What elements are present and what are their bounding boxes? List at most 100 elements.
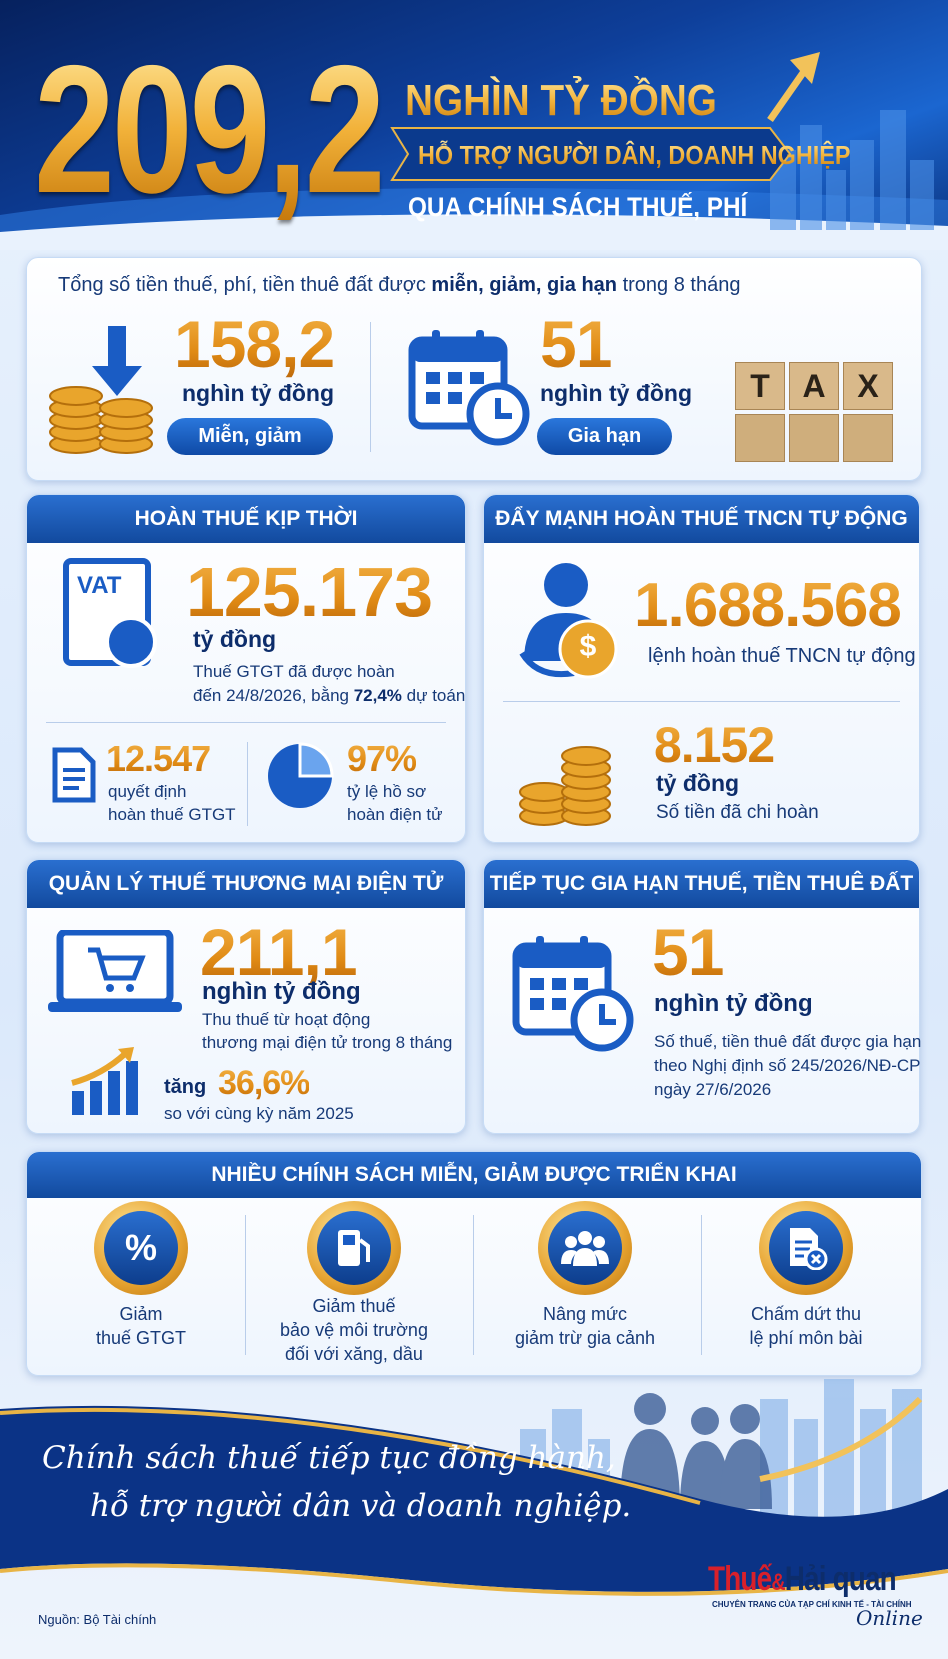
gold-line — [0, 1407, 701, 1505]
fuel-icon — [338, 1230, 370, 1266]
divider — [370, 322, 371, 452]
person-icon — [519, 563, 618, 679]
logo-part: & — [771, 1569, 785, 1596]
desc: theo Nghị định số 245/2026/NĐ-CP — [654, 1056, 921, 1075]
policy-icon — [538, 1201, 632, 1295]
extension-card: TIẾP TỤC GIA HẠN THUẾ, TIỀN THUÊ ĐẤT — [483, 859, 920, 1134]
calendar-icon — [512, 936, 634, 1052]
value: 211,1 — [200, 915, 358, 989]
coins-icon — [519, 746, 611, 826]
header-line2: HỖ TRỢ NGƯỜI DÂN, DOANH NGHIỆP — [418, 140, 851, 170]
desc-bold: 72,4% — [353, 686, 402, 705]
label: tỷ lệ hồ sơ — [347, 782, 427, 801]
line: Nâng mức — [542, 1304, 628, 1324]
footer-decor — [0, 1379, 948, 1596]
label: lệnh hoàn thuế TNCN tự động — [648, 645, 916, 667]
desc: ngày 27/6/2026 — [654, 1080, 772, 1099]
ribbon — [390, 127, 792, 181]
doc-icon — [52, 747, 96, 803]
desc-text: đến 24/8/2026, bằng — [193, 686, 354, 705]
value: 8.152 — [654, 717, 775, 773]
desc: Số thuế, tiền thuê đất được gia hạn — [654, 1032, 922, 1051]
summary-intro: Tổng số tiền thuế, phí, tiền thuê đất đư… — [58, 274, 740, 297]
logo-part: Hải quan — [784, 1560, 897, 1598]
policy-label: Chấm dứt thu lệ phí môn bài — [694, 1302, 918, 1350]
divider — [503, 701, 900, 702]
intro-text: Tổng số tiền thuế, phí, tiền thuê đất đư… — [58, 274, 432, 296]
growth-word: tăng — [164, 1076, 207, 1098]
dollar: $ — [579, 630, 597, 663]
slogan: Chính sách thuế tiếp tục đồng hành, — [42, 1440, 616, 1476]
desc: Thuế GTGT đã được hoàn — [193, 662, 395, 681]
growth-value: 36,6% — [218, 1064, 310, 1102]
doc-cancel-icon — [790, 1228, 828, 1270]
policy-icon — [307, 1201, 401, 1295]
tax-block: T — [735, 362, 785, 410]
card-title: ĐẨY MẠNH HOÀN THUẾ TNCN TỰ ĐỘNG — [484, 495, 919, 543]
value: 1.688.568 — [634, 571, 902, 640]
unit: nghìn tỷ đồng — [654, 990, 813, 1017]
pie-icon — [268, 742, 334, 808]
unit: nghìn tỷ đồng — [182, 380, 335, 406]
calendar-icon — [408, 330, 530, 446]
value: 125.173 — [186, 553, 433, 631]
logo-online: Online — [856, 1606, 923, 1630]
intro-bold: miễn, giảm, gia hạn — [431, 274, 618, 296]
header-line3: QUA CHÍNH SÁCH THUẾ, PHÍ — [408, 192, 748, 222]
arrow — [767, 67, 808, 123]
coins-icon — [49, 326, 153, 454]
value: 158,2 — [174, 307, 335, 381]
refund-card: HOÀN THUẾ KỊP THỜI — [26, 494, 466, 843]
policy-label: Giảm thuế bảo vệ môi trường đối với xăng, … — [242, 1294, 466, 1366]
policy-icon — [759, 1201, 853, 1295]
unit: tỷ đồng — [193, 626, 277, 652]
tax-blocks: T A X — [735, 362, 905, 468]
unit: nghìn tỷ đồng — [202, 978, 361, 1005]
header-line1: NGHÌN TỶ ĐỒNG — [405, 76, 717, 125]
label: hoàn thuế GTGT — [108, 805, 236, 824]
line: đối với xăng, dầu — [285, 1344, 423, 1364]
source: Nguồn: Bộ Tài chính — [38, 1612, 157, 1627]
laptop-icon — [48, 930, 182, 1012]
tag: Gia hạn — [537, 418, 672, 455]
label: Số tiền đã chi hoàn — [656, 802, 819, 823]
growth-icon — [71, 1047, 138, 1115]
header-decor — [0, 52, 948, 250]
header-swoosh — [0, 214, 948, 250]
swoosh — [0, 1405, 948, 1592]
divider — [247, 742, 248, 826]
people-icon — [561, 1231, 609, 1266]
value: 97% — [347, 738, 417, 779]
unit: nghìn tỷ đồng — [540, 380, 693, 406]
line: giảm trừ gia cảnh — [514, 1328, 656, 1348]
desc: thương mại điện tử trong 8 tháng — [202, 1033, 453, 1052]
line: Giảm — [119, 1304, 163, 1324]
growth-note: so với cùng kỳ năm 2025 — [164, 1104, 354, 1123]
value: 12.547 — [106, 738, 211, 779]
label: hoàn điện tử — [347, 805, 443, 824]
gold-line — [0, 1563, 948, 1596]
policy-label: Giảm thuế GTGT — [29, 1302, 253, 1350]
tag: Miễn, giảm — [167, 418, 333, 455]
line: Giảm thuế — [312, 1296, 396, 1316]
vat-text: VAT — [77, 572, 122, 599]
policy-icon: % — [94, 1201, 188, 1295]
skyline — [770, 110, 934, 230]
card-title: TIẾP TỤC GIA HẠN THUẾ, TIỀN THUÊ ĐẤT — [484, 860, 919, 908]
divider — [473, 1215, 474, 1355]
label: quyết định — [108, 782, 187, 801]
unit: tỷ đồng — [656, 770, 740, 796]
divider — [46, 722, 446, 723]
tax-block: A — [789, 362, 839, 410]
slogan: hỗ trợ người dân và doanh nghiệp. — [90, 1488, 632, 1524]
intro-text: trong 8 tháng — [617, 274, 741, 296]
divider — [701, 1215, 702, 1355]
card-title: HOÀN THUẾ KỊP THỜI — [27, 495, 465, 543]
line: thuế GTGT — [95, 1328, 187, 1348]
tax-icons — [735, 414, 905, 462]
desc: đến 24/8/2026, bằng 72,4% dự toán — [193, 684, 465, 707]
value: 51 — [652, 915, 724, 989]
percent: % — [104, 1211, 178, 1285]
logo: Thuế&Hải quan — [708, 1560, 897, 1599]
